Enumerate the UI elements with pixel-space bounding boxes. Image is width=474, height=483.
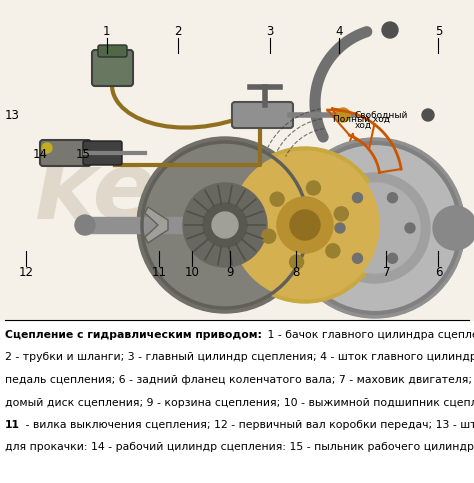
Circle shape <box>388 253 398 263</box>
FancyBboxPatch shape <box>40 140 91 166</box>
Circle shape <box>142 142 308 308</box>
Circle shape <box>270 192 284 206</box>
Circle shape <box>137 137 313 313</box>
FancyBboxPatch shape <box>83 141 122 165</box>
Text: 11: 11 <box>5 420 20 430</box>
Text: 11: 11 <box>151 267 166 279</box>
Text: 2: 2 <box>174 25 182 38</box>
Circle shape <box>320 173 430 283</box>
Text: 14: 14 <box>33 148 48 161</box>
Circle shape <box>335 223 345 233</box>
Text: ru: ru <box>253 147 367 239</box>
Text: 5: 5 <box>435 25 442 38</box>
Circle shape <box>334 207 348 221</box>
Circle shape <box>227 147 383 303</box>
Bar <box>0 0 474 320</box>
FancyBboxPatch shape <box>232 102 293 128</box>
Circle shape <box>262 229 276 243</box>
Text: домый диск сцепления; 9 - корзина сцепления; 10 - выжимной подшипник сцепления;: домый диск сцепления; 9 - корзина сцепле… <box>5 398 474 408</box>
Text: 12: 12 <box>18 267 34 279</box>
Circle shape <box>75 215 95 235</box>
Text: педаль сцепления; 6 - задний фланец коленчатого вала; 7 - маховик двигателя; 8 -: педаль сцепления; 6 - задний фланец коле… <box>5 375 474 385</box>
Circle shape <box>353 193 363 203</box>
Circle shape <box>388 193 398 203</box>
Circle shape <box>336 108 350 122</box>
FancyBboxPatch shape <box>92 50 133 86</box>
Text: Сцепление с гидравлическим приводом:: Сцепление с гидравлическим приводом: <box>5 330 262 340</box>
Circle shape <box>433 206 474 250</box>
Circle shape <box>231 151 379 299</box>
Text: Свободный
ход: Свободный ход <box>355 111 408 130</box>
Circle shape <box>405 223 415 233</box>
Circle shape <box>212 212 238 238</box>
Text: 8: 8 <box>292 267 300 279</box>
Text: 9: 9 <box>226 267 234 279</box>
Text: 3: 3 <box>266 25 274 38</box>
Text: 15: 15 <box>75 148 91 161</box>
Circle shape <box>422 109 434 121</box>
Bar <box>85 217 205 233</box>
Text: - вилка выключения сцепления; 12 - первичный вал коробки передач; 13 - штуцер: - вилка выключения сцепления; 12 - перви… <box>22 420 474 430</box>
Text: 4: 4 <box>335 25 343 38</box>
Text: 1: 1 <box>103 25 110 38</box>
Circle shape <box>290 143 460 313</box>
Polygon shape <box>145 207 168 243</box>
Text: для прокачки: 14 - рабочий цилиндр сцепления: 15 - пыльник рабочего цилиндра: для прокачки: 14 - рабочий цилиндр сцепл… <box>5 442 474 453</box>
Circle shape <box>42 143 52 153</box>
Text: 6: 6 <box>435 267 442 279</box>
Text: ke: ke <box>33 147 157 239</box>
FancyBboxPatch shape <box>98 45 127 57</box>
Circle shape <box>285 138 465 318</box>
Circle shape <box>290 210 320 240</box>
Circle shape <box>326 244 340 258</box>
Circle shape <box>306 181 320 195</box>
Circle shape <box>353 253 363 263</box>
Circle shape <box>382 22 398 38</box>
Circle shape <box>203 203 247 247</box>
Text: 10: 10 <box>184 267 200 279</box>
Circle shape <box>290 255 303 269</box>
Text: 2 - трубки и шланги; 3 - главный цилиндр сцепления; 4 - шток главного цилиндра; : 2 - трубки и шланги; 3 - главный цилиндр… <box>5 353 474 363</box>
Circle shape <box>277 197 333 253</box>
Circle shape <box>330 183 420 273</box>
Text: 7: 7 <box>383 267 390 279</box>
Text: 13: 13 <box>4 110 19 122</box>
Text: 1 - бачок главного цилиндра сцепления;: 1 - бачок главного цилиндра сцепления; <box>264 330 474 340</box>
Circle shape <box>183 183 267 267</box>
Text: Полный ход: Полный ход <box>333 115 390 124</box>
